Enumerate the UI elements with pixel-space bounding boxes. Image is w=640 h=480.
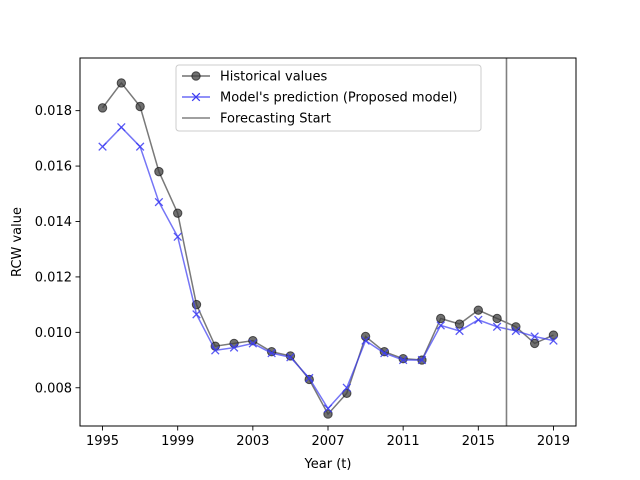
y-tick-label: 0.008 bbox=[35, 381, 72, 396]
data-point-prediction bbox=[474, 315, 483, 325]
legend-label-forecast-start: Forecasting Start bbox=[220, 112, 331, 127]
y-tick-label: 0.012 bbox=[35, 270, 72, 285]
y-axis-label: RCW value bbox=[10, 207, 25, 277]
data-point-historical bbox=[248, 335, 258, 346]
data-point-prediction bbox=[304, 373, 314, 383]
data-point-historical bbox=[473, 305, 484, 315]
data-point-historical bbox=[492, 313, 502, 324]
data-point-historical bbox=[529, 338, 540, 349]
x-tick-label: 1999 bbox=[161, 434, 194, 449]
data-point-historical bbox=[172, 208, 183, 218]
data-point-prediction bbox=[323, 404, 333, 413]
y-tick-label: 0.018 bbox=[35, 104, 72, 119]
data-point-prediction bbox=[492, 322, 502, 332]
data-point-historical bbox=[116, 78, 127, 88]
data-point-prediction bbox=[117, 123, 126, 132]
x-tick-label: 2011 bbox=[387, 434, 420, 449]
axes: 1995 1999 2003 2007 2011 2015 2019 0.008 0.010 0.… bbox=[35, 57, 577, 449]
x-tick-label: 2003 bbox=[236, 434, 269, 449]
y-tick-label: 0.016 bbox=[35, 160, 72, 175]
data-point-prediction bbox=[135, 142, 145, 151]
data-point-historical bbox=[154, 166, 164, 177]
x-tick-label: 2007 bbox=[311, 434, 344, 449]
data-point-prediction bbox=[98, 142, 107, 151]
legend: Historical values Model's prediction (Pro… bbox=[175, 64, 482, 132]
data-point-prediction bbox=[267, 348, 276, 358]
x-axis-label: Year (t) bbox=[304, 457, 352, 472]
data-point-historical bbox=[97, 103, 108, 113]
data-point-historical bbox=[135, 101, 145, 112]
x-tick-label: 1995 bbox=[86, 434, 119, 449]
legend-box bbox=[175, 64, 482, 132]
x-tick-label: 2019 bbox=[537, 434, 570, 449]
data-point-prediction bbox=[417, 355, 427, 365]
data-point-historical bbox=[360, 331, 371, 342]
data-point-prediction bbox=[436, 321, 445, 330]
plot-area bbox=[97, 58, 559, 426]
data-point-prediction bbox=[342, 383, 352, 393]
data-point-prediction bbox=[154, 197, 164, 207]
data-point-historical bbox=[436, 313, 446, 324]
data-point-prediction bbox=[248, 339, 258, 348]
data-point-prediction bbox=[361, 336, 370, 345]
data-point-prediction bbox=[380, 348, 389, 358]
data-point-historical bbox=[548, 330, 559, 340]
data-point-prediction bbox=[229, 343, 239, 352]
data-point-prediction bbox=[398, 355, 408, 365]
x-tick-label: 2015 bbox=[462, 434, 495, 449]
data-point-prediction bbox=[530, 332, 539, 341]
data-point-prediction bbox=[192, 310, 201, 319]
data-point-historical bbox=[454, 319, 465, 329]
y-tick-label: 0.010 bbox=[35, 326, 72, 341]
legend-marker-prediction bbox=[191, 92, 201, 102]
data-point-prediction bbox=[511, 326, 521, 336]
data-point-prediction bbox=[455, 326, 464, 336]
data-point-prediction bbox=[211, 346, 220, 355]
legend-label-historical: Historical values bbox=[220, 70, 328, 85]
plot-series-group bbox=[97, 78, 559, 419]
data-point-historical bbox=[323, 409, 333, 419]
data-point-prediction bbox=[286, 353, 295, 362]
y-tick-label: 0.014 bbox=[35, 215, 72, 230]
data-point-prediction bbox=[173, 232, 182, 241]
legend-label-prediction: Model's prediction (Proposed model) bbox=[220, 91, 457, 106]
legend-marker-historical bbox=[191, 71, 201, 81]
data-point-prediction bbox=[549, 336, 558, 345]
